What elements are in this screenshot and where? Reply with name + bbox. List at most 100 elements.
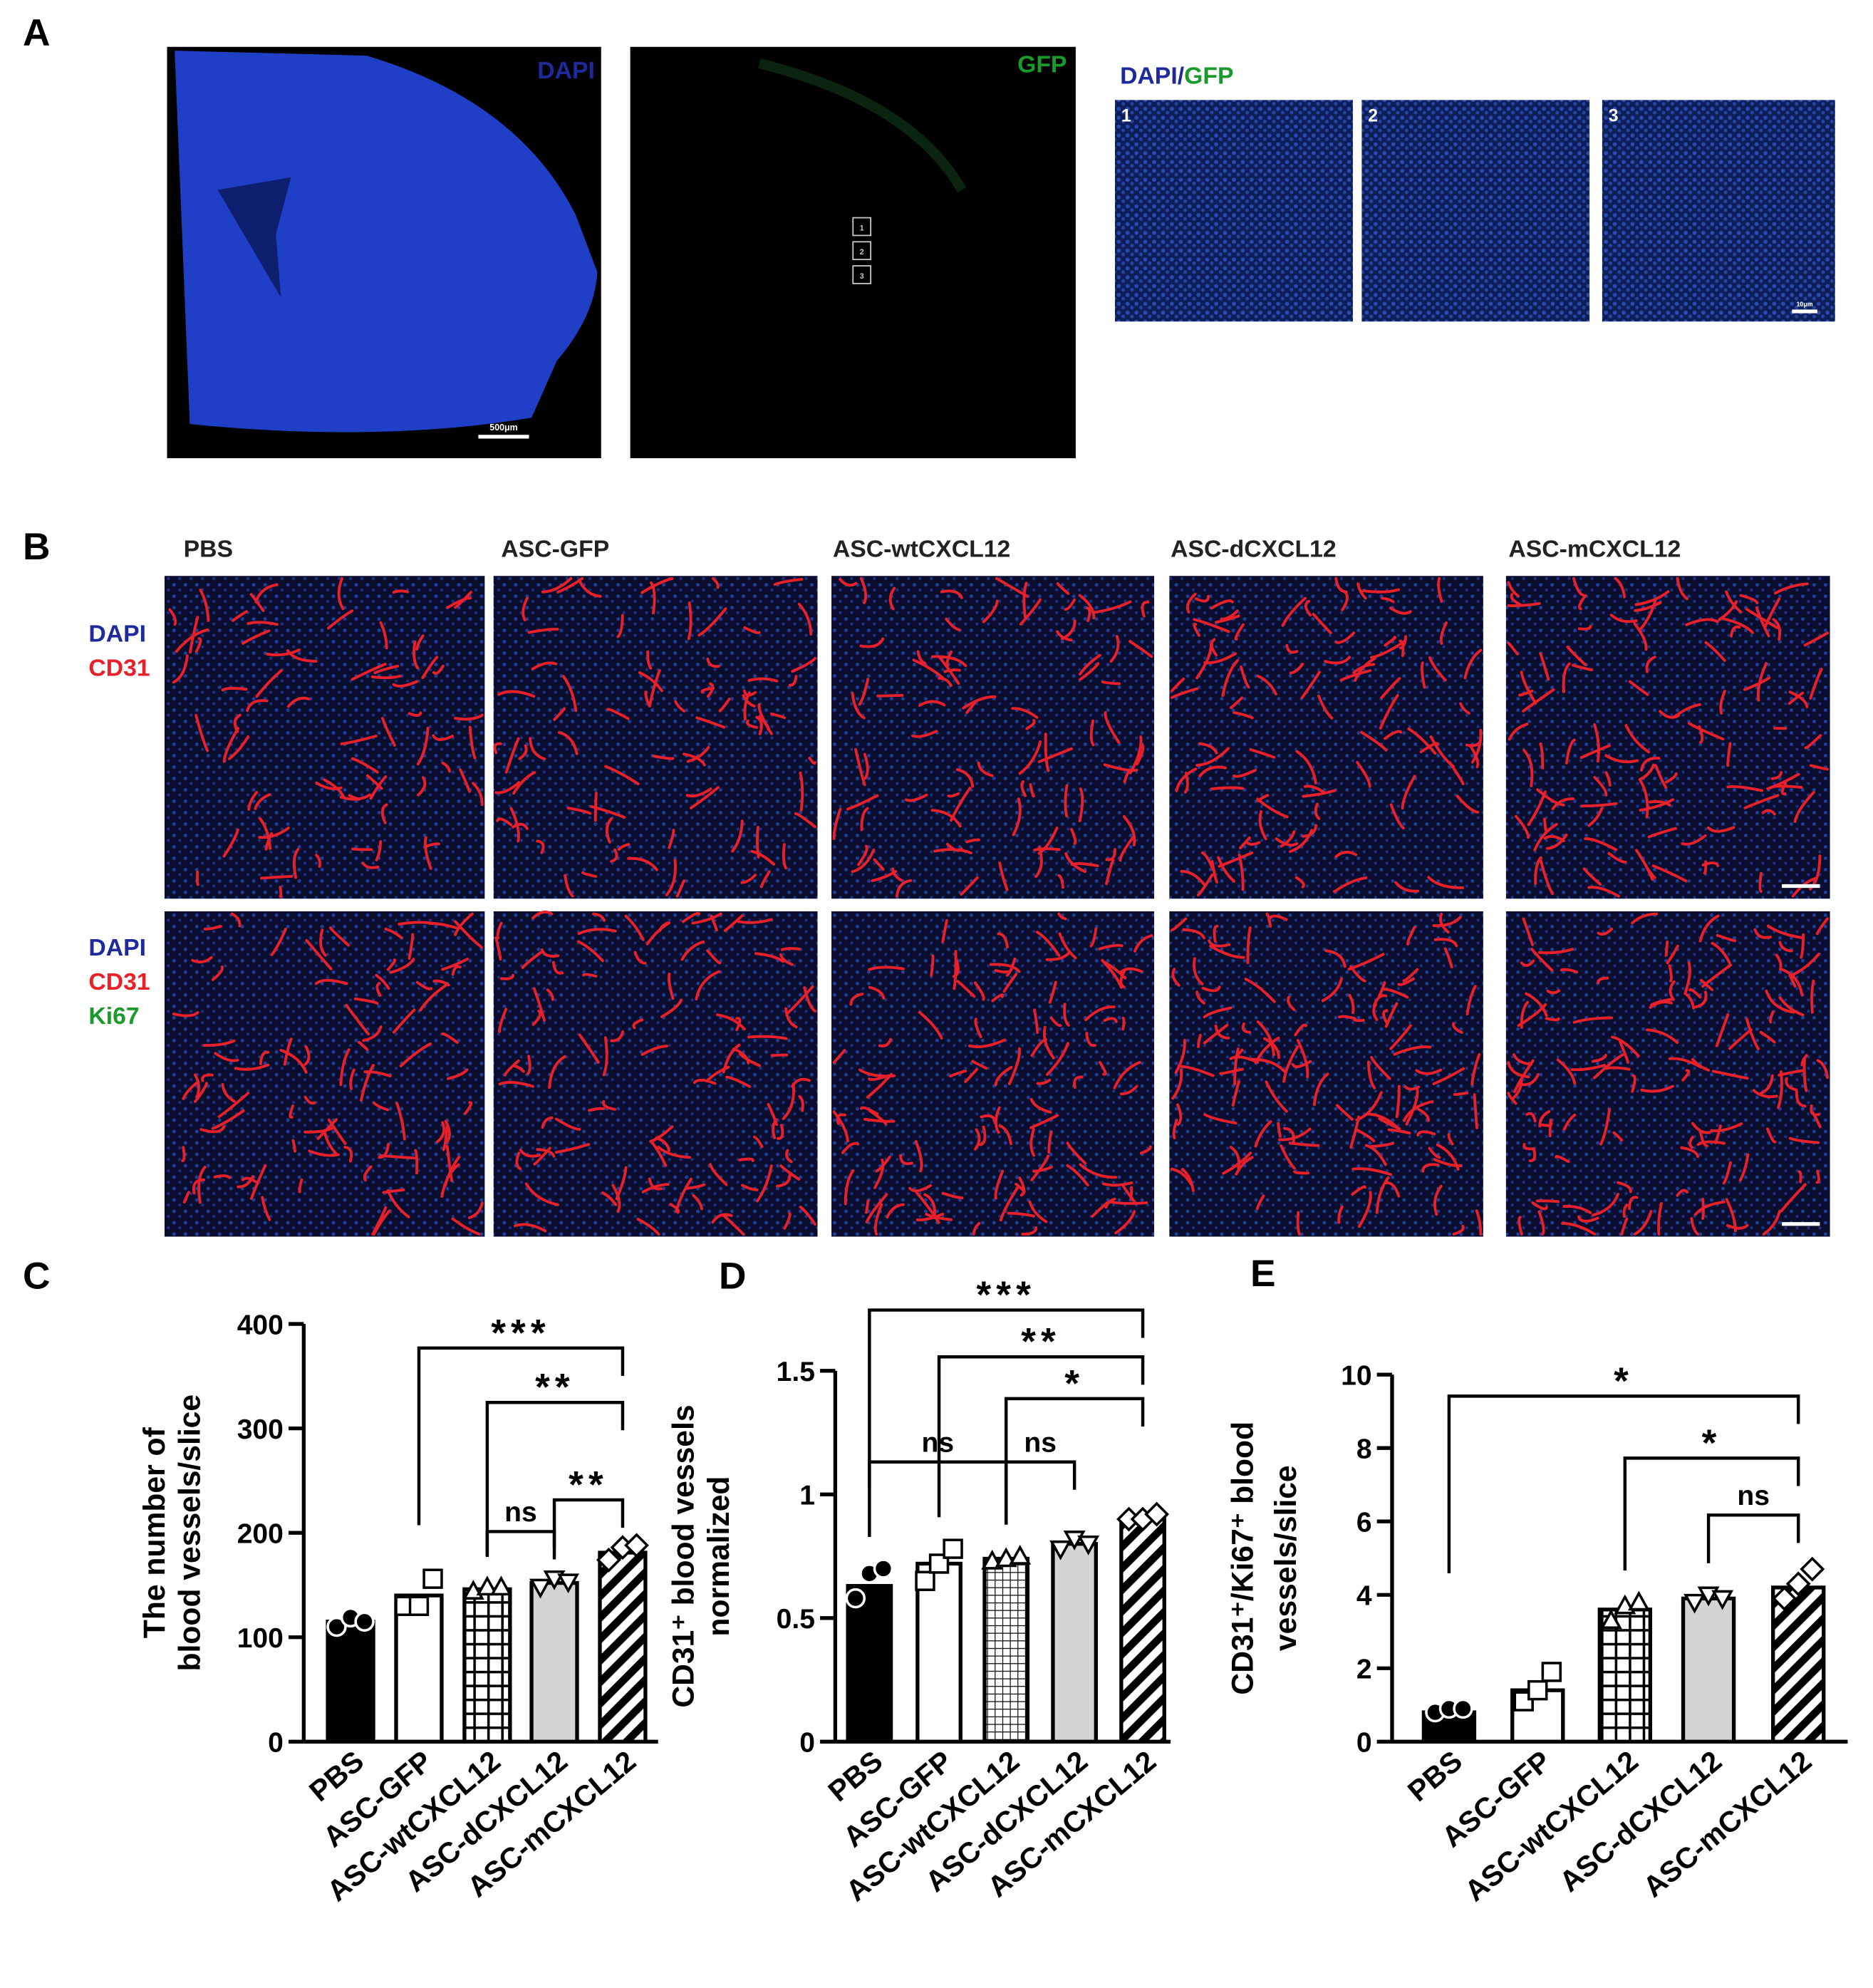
y-tick-label: 0 (799, 1728, 815, 1759)
y-tick-label: 8 (1356, 1434, 1372, 1464)
data-point (624, 1533, 649, 1558)
significance-bracket (552, 1498, 625, 1548)
panel-label: D (719, 1255, 746, 1297)
inset-box-label: 3 (860, 272, 864, 281)
y-tick-label: 100 (237, 1623, 284, 1654)
data-point (1772, 1585, 1797, 1611)
row-label: DAPI (88, 621, 146, 648)
inset-number: 2 (1368, 106, 1378, 126)
data-point (1077, 1535, 1100, 1555)
significance-bracket (937, 1355, 1145, 1518)
data-point (1683, 1593, 1706, 1614)
data-point (1453, 1698, 1473, 1719)
data-point (1144, 1501, 1170, 1527)
y-tick-label: 0 (268, 1728, 284, 1759)
vessels (494, 910, 816, 1236)
y-axis-label: The number of (138, 1427, 172, 1638)
data-point (1527, 1679, 1548, 1701)
y-axis-label: CD31⁺ blood vessels (666, 1404, 700, 1707)
inset-image (1361, 100, 1590, 322)
y-tick-label: 1.5 (777, 1357, 815, 1387)
panel-label: B (23, 526, 50, 568)
data-point (596, 1547, 621, 1573)
micrograph (1505, 911, 1830, 1237)
data-point (354, 1611, 375, 1632)
y-tick-label: 400 (237, 1310, 284, 1340)
inset-image (1114, 100, 1353, 322)
significance-label: ns (921, 1428, 954, 1459)
y-tick-label: 300 (237, 1414, 284, 1445)
panel-label: A (23, 12, 50, 54)
inset-image (1602, 100, 1835, 322)
bar (982, 1556, 1030, 1744)
significance-label: ns (504, 1497, 537, 1528)
row-label: Ki67 (88, 1003, 139, 1030)
significance-label: ** (569, 1464, 608, 1506)
y-tick-label: 4 (1356, 1580, 1372, 1611)
significance-label: ** (1021, 1321, 1061, 1363)
data-point (981, 1549, 1004, 1570)
vessels (172, 912, 484, 1236)
data-point (943, 1538, 963, 1559)
bar (598, 1550, 648, 1744)
significance-label: *** (491, 1312, 551, 1354)
vessels (832, 912, 1153, 1236)
bar (1681, 1596, 1736, 1744)
bar (1051, 1542, 1098, 1744)
bar (1597, 1608, 1653, 1744)
inset-number: 1 (1121, 106, 1131, 126)
vessels (832, 576, 1153, 898)
bar (394, 1593, 444, 1744)
significance-label: ** (535, 1367, 575, 1409)
significance-label: * (1614, 1360, 1634, 1402)
column-title: ASC-mCXCL12 (1508, 536, 1681, 563)
merge-title-gfp: GFP (1184, 62, 1233, 89)
y-axis-label: CD31⁺/Ki67⁺ blood (1226, 1422, 1260, 1695)
panel-b: PBS ASC-GFP ASC-wtCXCL12 ASC-dCXCL12 ASC-mCX… (88, 536, 1830, 1237)
merge-title-dapi: DAPI (1120, 62, 1178, 89)
data-point (476, 1575, 499, 1596)
data-point (1800, 1556, 1825, 1582)
significance-bracket (485, 1401, 625, 1555)
significance-bracket (1623, 1456, 1800, 1571)
micrograph (164, 911, 485, 1237)
data-point (1785, 1571, 1811, 1597)
y-tick-label: 6 (1356, 1507, 1372, 1538)
scale-label: 500μm (489, 423, 517, 433)
bar (1119, 1517, 1166, 1744)
bar (915, 1561, 963, 1744)
column-title: ASC-GFP (501, 536, 609, 563)
data-point (1541, 1662, 1562, 1682)
vessels (1507, 576, 1830, 898)
significance-bracket (1706, 1513, 1800, 1563)
data-point (408, 1595, 430, 1616)
data-point (873, 1558, 894, 1579)
ventricle (217, 177, 291, 298)
data-point (489, 1575, 512, 1596)
data-point (1513, 1691, 1534, 1712)
significance-label: ns (1737, 1481, 1770, 1511)
data-point (422, 1568, 443, 1589)
data-point (995, 1547, 1017, 1568)
column-title: ASC-wtCXCL12 (833, 536, 1010, 563)
scale-label: 10μm (1796, 301, 1812, 308)
data-point (915, 1570, 935, 1591)
inset-box (852, 217, 872, 237)
inset-box (852, 265, 872, 284)
y-tick-label: 200 (237, 1518, 284, 1549)
micrograph (1169, 576, 1483, 899)
inset-number: 3 (1609, 106, 1619, 126)
significance-bracket (485, 1530, 556, 1560)
row-label: DAPI (88, 934, 146, 961)
inset-box-label: 2 (860, 248, 864, 257)
brain-section (175, 51, 598, 433)
data-point (1711, 1590, 1734, 1610)
channel-label: GFP (1017, 51, 1067, 78)
y-tick-label: 10 (1341, 1360, 1371, 1391)
column-title: PBS (184, 536, 233, 563)
micrograph (164, 576, 485, 899)
data-point (326, 1616, 347, 1637)
